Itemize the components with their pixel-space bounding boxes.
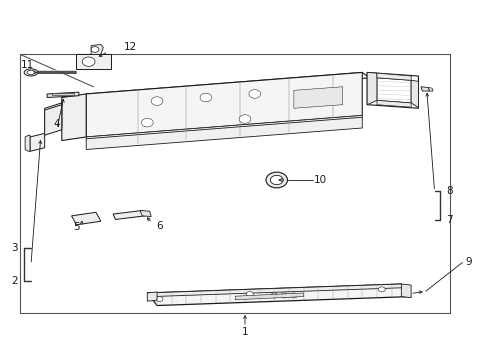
Circle shape [246, 292, 253, 297]
Polygon shape [25, 135, 30, 151]
Circle shape [281, 293, 288, 298]
Polygon shape [147, 284, 407, 297]
Polygon shape [72, 212, 101, 225]
Polygon shape [294, 87, 343, 108]
Circle shape [270, 175, 283, 185]
Circle shape [266, 172, 288, 188]
Text: 12: 12 [123, 42, 137, 52]
Polygon shape [45, 117, 62, 132]
Circle shape [378, 287, 385, 292]
Polygon shape [52, 93, 74, 95]
Circle shape [239, 115, 251, 123]
Text: 3: 3 [11, 243, 18, 253]
Polygon shape [235, 293, 304, 300]
Polygon shape [47, 92, 79, 98]
Polygon shape [86, 72, 369, 99]
Text: 1: 1 [242, 327, 248, 337]
Polygon shape [377, 73, 411, 80]
Bar [20, 54, 450, 313]
Circle shape [271, 293, 278, 298]
Polygon shape [411, 80, 418, 108]
Polygon shape [367, 72, 377, 105]
Circle shape [291, 293, 297, 298]
Polygon shape [147, 292, 157, 301]
Polygon shape [401, 284, 411, 298]
Text: 4: 4 [53, 120, 60, 129]
Polygon shape [45, 103, 62, 121]
Text: 5: 5 [73, 222, 80, 232]
Text: 7: 7 [446, 215, 453, 225]
Polygon shape [377, 100, 411, 107]
Polygon shape [86, 116, 362, 140]
Polygon shape [428, 87, 433, 91]
Ellipse shape [27, 70, 35, 75]
Polygon shape [30, 134, 45, 151]
Circle shape [200, 93, 212, 102]
Polygon shape [91, 44, 103, 54]
Text: 8: 8 [446, 186, 453, 197]
Circle shape [91, 46, 99, 52]
Text: 6: 6 [156, 221, 163, 231]
Polygon shape [76, 54, 111, 69]
Circle shape [82, 57, 95, 66]
Polygon shape [367, 72, 418, 108]
Polygon shape [140, 211, 151, 217]
Polygon shape [377, 78, 411, 103]
Polygon shape [113, 211, 145, 220]
Polygon shape [86, 117, 362, 149]
Circle shape [151, 97, 163, 105]
Polygon shape [421, 87, 430, 91]
Polygon shape [45, 105, 62, 135]
Polygon shape [62, 94, 86, 140]
Circle shape [249, 90, 261, 98]
Text: 11: 11 [21, 60, 34, 70]
Polygon shape [147, 284, 411, 306]
Ellipse shape [24, 69, 38, 76]
Text: 2: 2 [11, 276, 18, 286]
Polygon shape [86, 72, 362, 137]
Circle shape [142, 118, 153, 127]
Text: 9: 9 [465, 257, 471, 267]
Text: 10: 10 [314, 175, 326, 185]
Circle shape [156, 297, 163, 302]
